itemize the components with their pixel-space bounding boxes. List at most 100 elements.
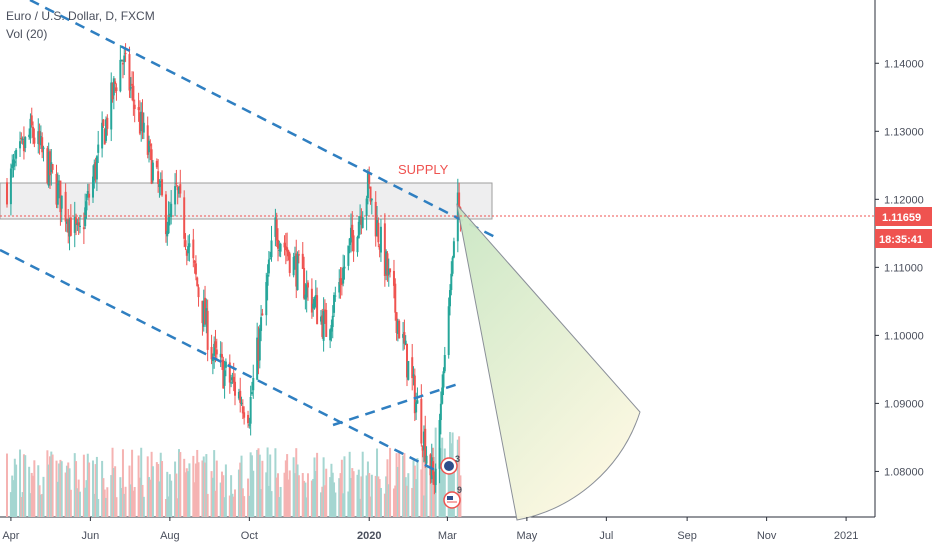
volume-bar — [105, 497, 108, 517]
candle-body — [451, 257, 454, 274]
candle-body — [352, 235, 355, 252]
candle-body — [38, 131, 41, 145]
volume-bar — [260, 489, 263, 517]
candle-body — [402, 334, 405, 338]
candle-body — [279, 243, 282, 252]
candle-body — [275, 219, 278, 241]
volume-bar — [422, 495, 425, 517]
candle-body — [433, 475, 436, 486]
volume-bars — [6, 427, 462, 517]
candle-body — [37, 131, 40, 144]
volume-bar — [275, 477, 278, 517]
candle-body — [214, 341, 217, 348]
volume-legend[interactable]: Vol (20) — [6, 27, 48, 41]
candle-body — [42, 147, 45, 150]
volume-bar — [56, 481, 59, 517]
candle-body — [48, 151, 51, 176]
candle-body — [351, 224, 354, 238]
time-tick-label: Nov — [757, 530, 777, 542]
volume-bar — [86, 453, 89, 517]
volume-bar — [148, 477, 151, 517]
volume-bar — [430, 482, 433, 517]
candle-body — [30, 115, 33, 126]
candle-body — [69, 217, 72, 236]
candle-body — [101, 122, 104, 149]
earnings-flag-icon[interactable]: 9 — [443, 485, 462, 509]
candle-body — [247, 414, 250, 424]
volume-bar — [406, 485, 409, 517]
volume-bar — [161, 461, 164, 517]
supply-zone[interactable] — [0, 182, 493, 220]
volume-bar — [192, 455, 195, 517]
candle-body — [93, 163, 96, 181]
volume-bar — [347, 491, 350, 517]
candle-body — [220, 354, 223, 358]
volume-bar — [416, 458, 419, 517]
volume-bar — [119, 477, 122, 517]
candle-body — [175, 182, 178, 185]
candle-body — [365, 198, 368, 216]
trendlines[interactable] — [0, 0, 498, 472]
price-tick-label: 1.08000 — [884, 466, 924, 478]
volume-bar — [211, 477, 214, 517]
time-axis[interactable]: Apr Jun Aug Oct 2020 Mar May Jul Sep Nov 2021 — [2, 517, 858, 542]
volume-bar — [32, 475, 35, 517]
volume-bar — [450, 443, 453, 517]
symbol-title[interactable]: Euro / U.S. Dollar, D, FXCM — [6, 9, 155, 23]
candle-body — [249, 396, 252, 424]
candle-body — [131, 83, 134, 86]
volume-bar — [374, 475, 377, 517]
candle-body — [379, 226, 382, 253]
volume-bar — [146, 456, 149, 517]
volume-bar — [361, 451, 364, 517]
candle-body — [274, 217, 277, 237]
projection-sector[interactable] — [456, 203, 641, 521]
candle-body — [205, 308, 208, 327]
candle-body — [284, 246, 287, 251]
price-axis[interactable]: 1.14000 1.13000 1.12000 1.11000 1.10000 1.090… — [875, 58, 924, 478]
volume-bar — [187, 471, 190, 517]
candle-body — [28, 134, 31, 137]
volume-bar — [342, 493, 345, 517]
event-badges[interactable]: 3 9 — [440, 454, 462, 509]
candle-body — [378, 246, 381, 250]
candle-body — [179, 184, 182, 194]
candle-body — [76, 222, 79, 226]
volume-bar — [340, 459, 343, 517]
volume-bar — [183, 458, 186, 517]
volume-bar — [157, 464, 160, 517]
time-tick-label: Oct — [241, 530, 258, 542]
candle-body — [339, 278, 342, 285]
candlesticks — [6, 43, 462, 495]
volume-bar — [306, 473, 309, 517]
volume-bar — [295, 448, 298, 517]
volume-bar — [46, 450, 49, 517]
volume-bar — [85, 480, 88, 517]
candle-body — [241, 406, 244, 414]
dividend-flag-icon[interactable]: 3 — [440, 454, 460, 475]
volume-bar — [110, 475, 113, 517]
candle-body — [32, 126, 35, 138]
volume-bar — [239, 462, 242, 517]
candle-body — [421, 445, 424, 451]
volume-bar — [313, 457, 316, 517]
volume-bar — [196, 449, 199, 517]
candle-body — [222, 359, 225, 389]
volume-bar — [297, 475, 300, 517]
volume-bar — [258, 454, 261, 517]
volume-bar — [76, 488, 79, 517]
candle-body — [47, 152, 50, 186]
candle-body — [330, 324, 333, 332]
candle-body — [404, 340, 407, 345]
volume-bar — [176, 498, 179, 517]
volume-bar — [369, 496, 372, 517]
volume-bar — [304, 482, 307, 517]
candle-body — [329, 329, 332, 341]
volume-bar — [13, 458, 16, 517]
candle-body — [293, 256, 296, 259]
volume-bar — [370, 474, 373, 517]
volume-bar — [65, 465, 68, 517]
time-tick-label: 2021 — [834, 530, 858, 542]
